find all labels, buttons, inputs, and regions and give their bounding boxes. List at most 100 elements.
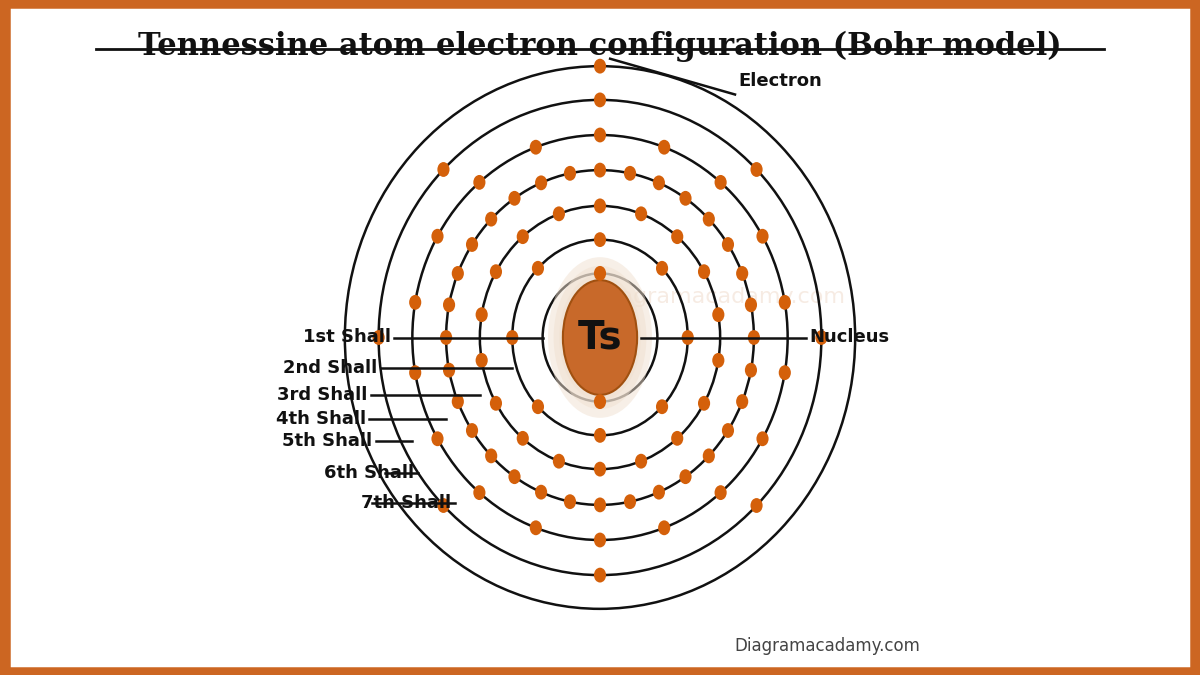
- Ellipse shape: [679, 469, 691, 484]
- Ellipse shape: [653, 176, 665, 190]
- Ellipse shape: [745, 298, 757, 313]
- Text: 4th Shall: 4th Shall: [276, 410, 366, 427]
- Ellipse shape: [658, 520, 671, 535]
- Ellipse shape: [656, 261, 668, 275]
- Ellipse shape: [559, 274, 641, 401]
- Ellipse shape: [517, 230, 529, 244]
- Ellipse shape: [682, 330, 694, 345]
- Ellipse shape: [475, 307, 487, 322]
- Ellipse shape: [535, 485, 547, 500]
- Ellipse shape: [451, 266, 464, 281]
- Ellipse shape: [553, 454, 565, 468]
- Ellipse shape: [529, 140, 542, 155]
- Ellipse shape: [564, 494, 576, 509]
- Ellipse shape: [440, 330, 452, 345]
- Ellipse shape: [671, 230, 683, 244]
- Text: 7th Shall: 7th Shall: [361, 494, 451, 512]
- Ellipse shape: [703, 448, 715, 463]
- Ellipse shape: [713, 353, 725, 368]
- Point: [362, 414, 377, 423]
- Ellipse shape: [594, 568, 606, 583]
- Ellipse shape: [443, 298, 455, 313]
- Ellipse shape: [563, 280, 637, 395]
- Text: 2nd Shall: 2nd Shall: [283, 359, 377, 377]
- Point: [448, 499, 462, 507]
- Ellipse shape: [714, 485, 727, 500]
- Ellipse shape: [437, 498, 450, 513]
- Ellipse shape: [714, 175, 727, 190]
- Ellipse shape: [736, 394, 749, 409]
- Ellipse shape: [594, 198, 606, 213]
- Point: [364, 391, 378, 399]
- Ellipse shape: [548, 257, 652, 418]
- Ellipse shape: [658, 140, 671, 155]
- Ellipse shape: [698, 396, 710, 410]
- Ellipse shape: [703, 212, 715, 227]
- Ellipse shape: [635, 454, 647, 468]
- Ellipse shape: [409, 365, 421, 380]
- Ellipse shape: [756, 431, 768, 446]
- Text: Nucleus: Nucleus: [809, 329, 889, 346]
- Point: [410, 468, 425, 477]
- Ellipse shape: [485, 448, 497, 463]
- Ellipse shape: [594, 128, 606, 142]
- Ellipse shape: [466, 423, 478, 438]
- Point: [473, 391, 487, 399]
- Ellipse shape: [553, 266, 647, 409]
- Ellipse shape: [594, 428, 606, 443]
- Point: [727, 90, 742, 99]
- Ellipse shape: [756, 229, 768, 244]
- Ellipse shape: [490, 264, 502, 279]
- Ellipse shape: [594, 462, 606, 477]
- Text: Diagramacadamy.com: Diagramacadamy.com: [598, 287, 846, 307]
- Point: [373, 364, 388, 372]
- Ellipse shape: [594, 533, 606, 547]
- Ellipse shape: [490, 396, 502, 410]
- Ellipse shape: [594, 394, 606, 409]
- Ellipse shape: [815, 330, 828, 345]
- Line: 2 pts: 2 pts: [610, 59, 734, 94]
- Ellipse shape: [443, 362, 455, 377]
- Ellipse shape: [779, 365, 791, 380]
- Text: Tennessine atom electron configuration (Bohr model): Tennessine atom electron configuration (…: [138, 30, 1062, 61]
- Point: [634, 333, 648, 342]
- Ellipse shape: [535, 176, 547, 190]
- Ellipse shape: [594, 266, 606, 281]
- Text: 6th Shall: 6th Shall: [324, 464, 414, 481]
- Ellipse shape: [745, 362, 757, 377]
- Point: [378, 468, 392, 477]
- Text: Ts: Ts: [577, 319, 623, 356]
- Ellipse shape: [750, 498, 763, 513]
- Ellipse shape: [437, 162, 450, 177]
- Ellipse shape: [372, 330, 385, 345]
- Ellipse shape: [679, 191, 691, 206]
- Text: Diagramacadamy.com: Diagramacadamy.com: [734, 637, 920, 655]
- Ellipse shape: [671, 431, 683, 446]
- Ellipse shape: [736, 266, 749, 281]
- Ellipse shape: [473, 175, 486, 190]
- Ellipse shape: [624, 494, 636, 509]
- Text: 3rd Shall: 3rd Shall: [277, 386, 367, 404]
- Ellipse shape: [624, 166, 636, 181]
- Point: [439, 414, 454, 423]
- Point: [406, 437, 420, 445]
- Ellipse shape: [432, 229, 444, 244]
- Text: 5th Shall: 5th Shall: [282, 432, 372, 450]
- Ellipse shape: [594, 163, 606, 178]
- Ellipse shape: [475, 353, 487, 368]
- Ellipse shape: [713, 307, 725, 322]
- Point: [799, 333, 814, 342]
- Ellipse shape: [409, 295, 421, 310]
- Ellipse shape: [656, 400, 668, 414]
- Ellipse shape: [594, 59, 606, 74]
- Point: [505, 364, 520, 372]
- Ellipse shape: [594, 232, 606, 247]
- Ellipse shape: [532, 261, 544, 275]
- Ellipse shape: [594, 497, 606, 512]
- Ellipse shape: [564, 166, 576, 181]
- Ellipse shape: [594, 92, 606, 107]
- Ellipse shape: [532, 400, 544, 414]
- Point: [365, 499, 379, 507]
- Text: Electron: Electron: [738, 72, 822, 90]
- Ellipse shape: [466, 237, 478, 252]
